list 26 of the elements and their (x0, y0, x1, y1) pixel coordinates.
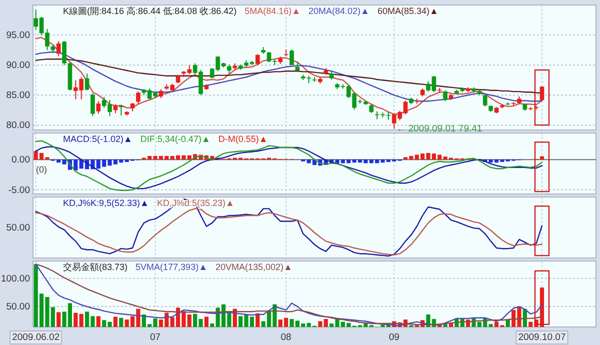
annotation: ← 2009.09.01 79.41 (396, 124, 482, 135)
chart-title: K線圖(開:84.16 高:86.44 低:84.08 收:86.42) (63, 6, 237, 16)
text: 20VMA(135,002)▲ (215, 262, 292, 272)
y-tick-label: 90.00 (6, 60, 30, 72)
y-tick-label: 85.00 (6, 90, 30, 102)
series-label: MACD:5(-1.02)▲ (63, 134, 132, 144)
text: 5MA(84.16)▲ (244, 6, 301, 16)
x-tick-label: 08 (280, 332, 292, 343)
text: 5VMA(177,393)▲ (136, 262, 208, 272)
chart-title: 交易金額(83.73) (63, 262, 128, 272)
text: 20MA(84.02)▲ (308, 6, 370, 16)
y-tick-label: 50.00 (6, 302, 30, 313)
x-tick-label: 2009.06.02 (12, 332, 60, 343)
y-tick-label: 0.00 (12, 154, 30, 166)
text: 60MA(85.34)▲ (377, 6, 438, 16)
x-tick-label: 09 (388, 332, 400, 343)
y-tick-label: -5.00 (8, 184, 30, 196)
series-label: D-M(0.55)▲ (218, 134, 268, 144)
y-tick-label: 95.00 (6, 30, 30, 42)
x-tick-label: 07 (150, 332, 161, 343)
annotation: (0) (36, 164, 47, 174)
series-label: KD,J%K:9,5(52.33)▲ (63, 198, 149, 208)
x-tick-label: 2009.10.07 (518, 332, 566, 343)
y-tick-label: 80.00 (6, 120, 30, 132)
y-tick-label: 100.00 (0, 273, 30, 284)
series-label: DIF:5,34(-0.47)▲ (140, 134, 210, 144)
